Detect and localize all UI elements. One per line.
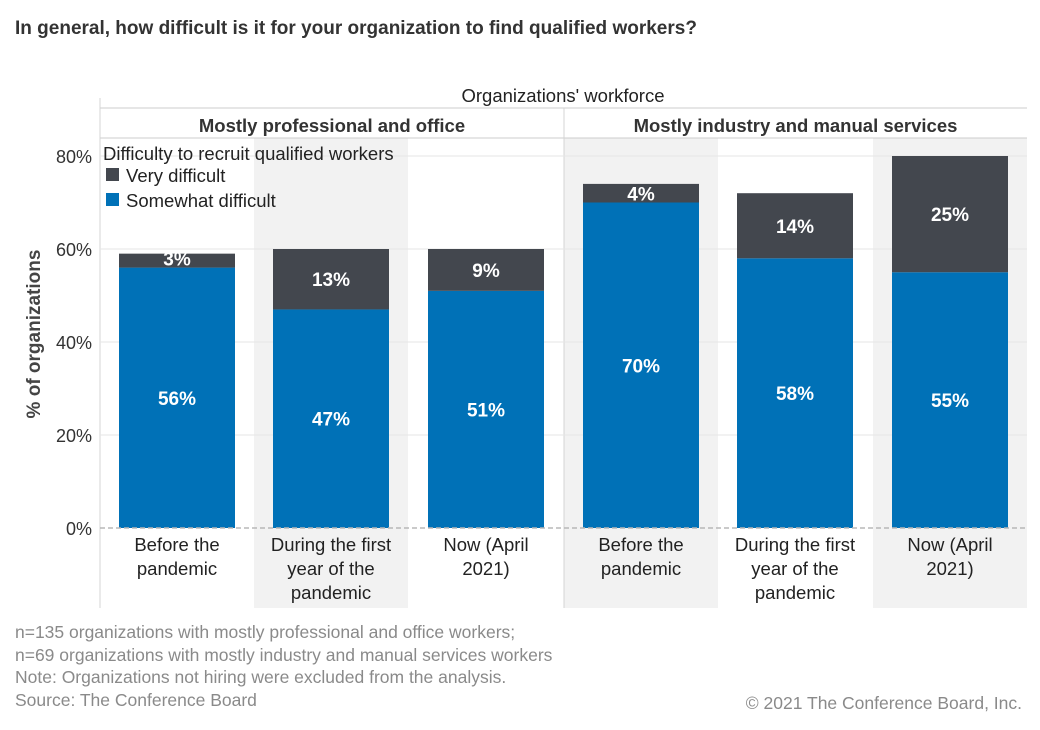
x-tick-label: Before the <box>134 534 219 555</box>
legend-swatch-very-difficult <box>106 168 119 181</box>
group-label: Mostly industry and manual services <box>634 115 958 136</box>
column-header: Organizations' workforce <box>461 85 664 106</box>
x-tick-label: Before the <box>598 534 683 555</box>
bar-very-difficult <box>737 193 853 259</box>
legend-item-very-difficult: Very difficult <box>126 165 225 186</box>
copyright: © 2021 The Conference Board, Inc. <box>745 693 1022 713</box>
x-tick-label: Now (April <box>907 534 992 555</box>
bar-somewhat-difficult <box>737 258 853 528</box>
data-label-somewhat: 47% <box>312 410 350 431</box>
bar-very-difficult <box>892 156 1008 273</box>
y-tick-label: 40% <box>56 333 92 353</box>
legend-swatch-somewhat-difficult <box>106 193 119 206</box>
y-tick-label: 60% <box>56 240 92 260</box>
group-label: Mostly professional and office <box>199 115 465 136</box>
x-tick-label: pandemic <box>601 558 681 579</box>
stacked-bar-chart: 0% 20% 40% 60% 80% Organizations' workforce Mo… <box>24 85 1027 608</box>
chart-title: In general, how difficult is it for your… <box>15 18 697 39</box>
footnote-line: n=135 organizations with mostly professi… <box>15 622 516 642</box>
x-tick-label: 2021) <box>462 558 509 579</box>
bar-very-difficult <box>428 249 544 291</box>
bar-somewhat-difficult <box>583 202 699 528</box>
data-label-somewhat: 51% <box>467 400 505 421</box>
bar-very-difficult <box>273 249 389 310</box>
data-label-very: 4% <box>627 185 655 206</box>
x-tick-label: pandemic <box>291 582 371 603</box>
data-label-very: 13% <box>312 270 350 291</box>
x-tick-label: year of the <box>287 558 374 579</box>
bar-very-difficult <box>583 183 699 203</box>
footnotes: n=135 organizations with mostly professi… <box>15 621 552 711</box>
footnote-line: n=69 organizations with mostly industry … <box>15 644 553 665</box>
x-tick-label: Now (April <box>443 534 528 555</box>
source-line: Source: The Conference Board <box>15 689 257 710</box>
bar-somewhat-difficult <box>119 267 235 528</box>
data-label-very: 14% <box>776 217 814 238</box>
footnote-line: Note: Organizations not hiring were excl… <box>15 667 507 687</box>
bar-somewhat-difficult <box>428 290 544 528</box>
x-tick-label: pandemic <box>137 558 217 579</box>
data-label-somewhat: 70% <box>622 356 660 377</box>
y-tick-label: 20% <box>56 426 92 446</box>
x-tick-label: During the first <box>271 534 391 555</box>
data-label-somewhat: 56% <box>158 389 196 410</box>
x-tick-label: 2021) <box>926 558 973 579</box>
x-tick-label: pandemic <box>755 582 835 603</box>
data-label-very: 9% <box>472 261 500 282</box>
data-label-very: 3% <box>163 250 191 271</box>
x-tick-label: year of the <box>751 558 838 579</box>
data-label-somewhat: 55% <box>931 391 969 412</box>
x-tick-label: During the first <box>735 534 855 555</box>
y-tick-label: 80% <box>56 147 92 167</box>
legend-title: Difficulty to recruit qualified workers <box>103 143 394 164</box>
bar-somewhat-difficult <box>892 272 1008 528</box>
y-tick-label: 0% <box>66 519 92 539</box>
legend-item-somewhat-difficult: Somewhat difficult <box>126 190 276 211</box>
y-axis-label: % of organizations <box>24 250 45 419</box>
bar-somewhat-difficult <box>273 309 389 528</box>
data-label-very: 25% <box>931 205 969 226</box>
bar-very-difficult <box>119 253 235 268</box>
data-label-somewhat: 58% <box>776 384 814 405</box>
